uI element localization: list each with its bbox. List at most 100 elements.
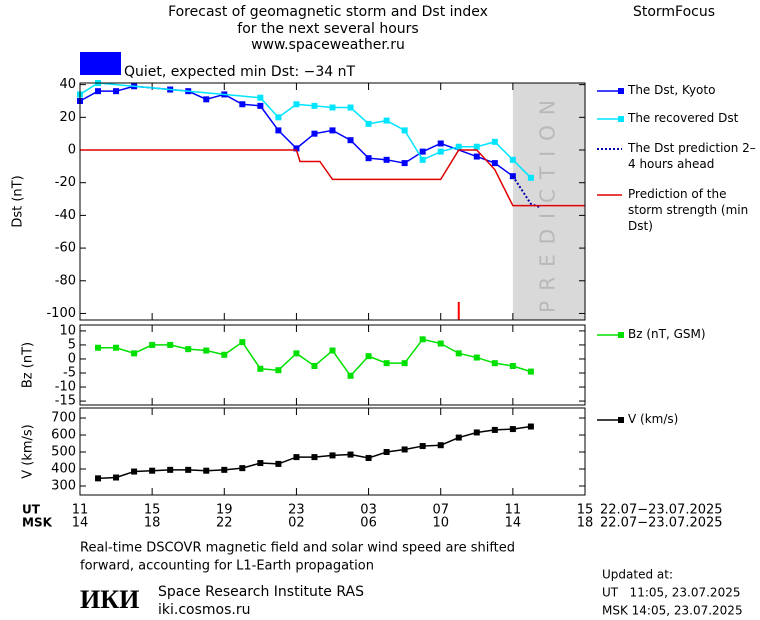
- point: [221, 466, 228, 473]
- y-tick-label: -10: [55, 380, 76, 395]
- point: [239, 465, 246, 472]
- point: [347, 104, 354, 111]
- point: [365, 353, 372, 360]
- point: [401, 127, 408, 134]
- point: [473, 153, 480, 160]
- point: [149, 467, 156, 474]
- y-tick-label: 700: [51, 411, 76, 426]
- point: [455, 143, 462, 150]
- point: [437, 340, 444, 347]
- legend-marker: [618, 417, 624, 423]
- point: [527, 174, 534, 181]
- point: [509, 156, 516, 163]
- y-tick-label: 300: [51, 478, 76, 493]
- updated: MSK 14:05, 23.07.2025: [602, 604, 743, 618]
- logo: ИКИ: [80, 585, 139, 614]
- legend-marker: [618, 88, 624, 94]
- point: [437, 442, 444, 449]
- title: Forecast of geomagnetic storm and Dst in…: [168, 4, 488, 20]
- point: [311, 130, 318, 137]
- point: [257, 460, 264, 467]
- y-tick-label: -100: [46, 306, 76, 321]
- legend-label: The recovered Dst: [628, 111, 739, 125]
- point: [455, 350, 462, 357]
- legend-marker: [618, 116, 624, 122]
- point: [455, 434, 462, 441]
- point: [527, 423, 534, 430]
- x-axis-label: MSK: [22, 516, 53, 530]
- point: [257, 365, 264, 372]
- y-tick-label: -40: [55, 208, 76, 223]
- x-tick-label: 22: [216, 516, 233, 531]
- y-tick-label: 400: [51, 462, 76, 477]
- point: [185, 346, 192, 353]
- date-range: 22.07−23.07.2025: [600, 503, 723, 518]
- y-tick-label: 20: [59, 110, 76, 125]
- x-tick-label: 10: [432, 516, 449, 531]
- point: [167, 466, 174, 473]
- point: [491, 360, 498, 367]
- y-tick-label: 0: [68, 143, 76, 158]
- y-tick-label: 0: [68, 351, 76, 366]
- point: [347, 451, 354, 458]
- x-tick-label: 15: [144, 503, 161, 518]
- point: [383, 360, 390, 367]
- date-range: 22.07−23.07.2025: [600, 516, 723, 531]
- point: [113, 344, 120, 351]
- point: [419, 443, 426, 450]
- legend-label: Bz (nT, GSM): [628, 327, 706, 341]
- point: [131, 350, 138, 357]
- point: [383, 449, 390, 456]
- point: [491, 426, 498, 433]
- point: [473, 354, 480, 361]
- point: [275, 460, 282, 467]
- point: [419, 336, 426, 343]
- point: [365, 454, 372, 461]
- updated: UT 11:05, 23.07.2025: [602, 586, 740, 600]
- point: [473, 429, 480, 436]
- point: [401, 446, 408, 453]
- point: [401, 360, 408, 367]
- point: [113, 88, 120, 95]
- x-tick-label: 19: [216, 503, 233, 518]
- point: [437, 140, 444, 147]
- brand: StormFocus: [633, 4, 715, 20]
- series-line: [79, 85, 514, 177]
- point: [329, 347, 336, 354]
- y-axis-label: V (km/s): [21, 424, 36, 479]
- point: [275, 367, 282, 374]
- point: [329, 104, 336, 111]
- point: [203, 96, 210, 103]
- x-tick-label: 06: [360, 516, 377, 531]
- point: [491, 138, 498, 145]
- point: [293, 454, 300, 461]
- point: [419, 156, 426, 163]
- y-tick-label: -15: [55, 394, 76, 409]
- x-tick-label: 11: [72, 503, 89, 518]
- plot-frame: [79, 324, 586, 406]
- point: [203, 347, 210, 354]
- series-line: [98, 338, 532, 377]
- point: [113, 474, 120, 481]
- point: [473, 143, 480, 150]
- point: [383, 156, 390, 163]
- y-axis-label: Bz (nT): [21, 342, 36, 388]
- plot-frame: [79, 407, 586, 496]
- point: [149, 341, 156, 348]
- y-tick-label: 600: [51, 428, 76, 443]
- point: [365, 120, 372, 127]
- point: [311, 362, 318, 369]
- y-tick-label: -5: [63, 366, 76, 381]
- y-tick-label: 40: [59, 77, 76, 92]
- x-tick-label: 07: [432, 503, 449, 518]
- legend-label: V (km/s): [628, 412, 679, 426]
- point: [257, 102, 264, 109]
- y-tick-label: -60: [55, 241, 76, 256]
- prediction-zone: [512, 83, 585, 320]
- series-line: [80, 149, 585, 207]
- institute: Space Research Institute RAS: [158, 584, 364, 600]
- point: [257, 94, 264, 101]
- y-tick-label: -20: [55, 175, 76, 190]
- y-tick-label: 500: [51, 445, 76, 460]
